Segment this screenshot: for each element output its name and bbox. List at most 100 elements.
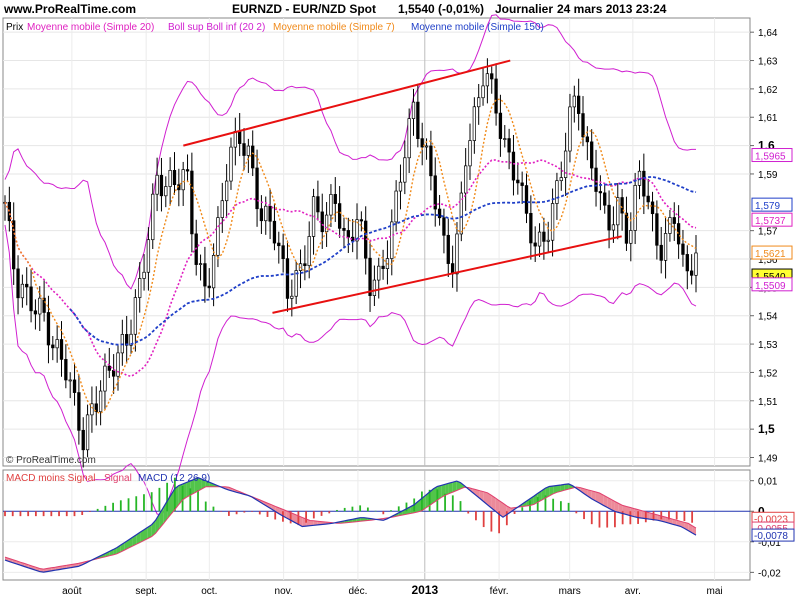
candle-body	[146, 239, 151, 273]
macd-histogram-bar	[336, 509, 338, 512]
time-tick-label: avr.	[625, 586, 641, 597]
price-tick-label: 1,53	[758, 340, 778, 351]
macd-signal-fill	[553, 485, 557, 494]
legend-mm20: Moyenne mobile (Simple 20)	[27, 22, 154, 33]
macd-signal-fill	[313, 520, 318, 526]
time-tick-label: sept.	[135, 586, 157, 597]
price-value-tag	[751, 148, 793, 163]
candle-body	[168, 170, 172, 187]
candle-body	[633, 185, 637, 231]
candle-body	[16, 268, 20, 299]
time-tick-label: oct.	[201, 586, 217, 597]
candle-body	[107, 365, 111, 371]
macd-signal-fill	[425, 492, 430, 508]
macd-histogram-bar	[343, 507, 346, 512]
candle-body	[381, 265, 385, 269]
macd-line	[4, 477, 697, 573]
trend-channel	[183, 59, 622, 314]
macd-signal-fill	[317, 521, 322, 525]
candle-body	[68, 379, 72, 382]
price-tick-label: 1,52	[758, 368, 778, 379]
candle-body	[555, 180, 559, 204]
time-tick-label: août	[62, 586, 82, 597]
macd-signal-fill	[360, 517, 364, 522]
candle-body	[229, 146, 233, 182]
macd-value-tags: -0,0023-0,0055-0,0078	[751, 511, 795, 542]
macd-histogram-bar	[498, 511, 501, 534]
macd-histogram-bar	[652, 511, 655, 521]
macd-histogram-bar	[42, 511, 45, 517]
macd-signal-fill	[190, 479, 195, 496]
macd-histogram-bar	[328, 511, 331, 514]
candle-body	[346, 230, 350, 238]
candle-body	[355, 219, 359, 242]
macd-signal-fill	[503, 503, 507, 518]
macd-signal-fill	[634, 508, 639, 518]
macd-histogram-bar	[366, 507, 369, 512]
macd-histogram-bar	[421, 491, 423, 512]
period-label: Journalier	[495, 2, 554, 16]
macd-panel	[2, 469, 751, 581]
candle-body	[220, 200, 224, 218]
time-tick-label: mars	[559, 586, 581, 597]
macd-histogram-bar	[397, 506, 400, 512]
macd-signal-fill	[472, 488, 476, 496]
macd-histogram-bar	[621, 511, 624, 525]
macd-signal-fill	[167, 494, 171, 519]
site-link[interactable]: www.ProRealTime.com	[4, 2, 137, 16]
candle-body	[25, 283, 29, 288]
candle-body	[477, 97, 481, 108]
legend-mm150: Moyenne mobile (Simple 150)	[411, 22, 544, 33]
header-bar: www.ProRealTime.com EURNZD - EUR/NZD Spo…	[0, 0, 800, 18]
price-value-tag	[751, 277, 793, 292]
price-tick-label: 1,63	[758, 57, 778, 68]
macd-histogram-bar	[158, 487, 161, 512]
macd-histogram-bar	[189, 488, 192, 512]
candle-body	[111, 370, 116, 377]
price-tick-label: 1,64	[758, 28, 778, 39]
macd-histogram-bar	[227, 511, 230, 516]
candle-body	[294, 270, 298, 297]
macd-signal-fill	[560, 484, 565, 492]
macd-histogram-bar	[4, 511, 6, 517]
candle-body	[507, 138, 511, 153]
candle-body	[85, 414, 90, 451]
legend-signal: Signal	[104, 473, 132, 484]
candle-body	[398, 181, 403, 192]
candle-body	[259, 208, 264, 222]
candle-body	[624, 212, 629, 244]
macd-histogram-bar	[644, 511, 647, 523]
candle-body	[359, 219, 364, 222]
macd-histogram-bar	[204, 501, 207, 512]
candle-body	[337, 203, 342, 229]
macd-value-tag-label: -0,0078	[754, 531, 788, 542]
macd-signal-fill	[132, 534, 137, 547]
macd-histogram-bar	[197, 490, 199, 512]
candle-body	[90, 403, 94, 416]
macd-signal-fill	[194, 477, 198, 494]
candle-body	[172, 170, 177, 186]
candle-body	[94, 403, 98, 413]
candle-body	[255, 167, 259, 210]
candle-body	[116, 352, 120, 377]
macd-signal-fill	[537, 490, 542, 503]
candle-body	[368, 257, 372, 296]
time-axis: août sept. oct. nov. déc. 2013 févr. mars avr. ma…	[62, 583, 722, 597]
macd-histogram-bar	[614, 511, 616, 528]
price-gridlines	[3, 18, 750, 466]
macd-histogram-bar	[559, 501, 562, 512]
macd-signal-fill	[147, 524, 152, 539]
macd-signal-fill	[595, 491, 600, 504]
candle-body	[607, 204, 611, 231]
macd-signal-fill	[433, 486, 438, 503]
macd-histogram-bar	[119, 500, 122, 512]
macd-signal-fill	[209, 482, 214, 487]
macd-signal-fill	[198, 477, 202, 491]
macd-histogram-bar	[243, 511, 246, 513]
sma7-line	[4, 98, 697, 415]
macd-histogram-bar	[598, 511, 601, 528]
macd-signal-fill	[182, 482, 187, 500]
time-tick-label: mai	[707, 586, 723, 597]
candle-body	[663, 233, 668, 261]
